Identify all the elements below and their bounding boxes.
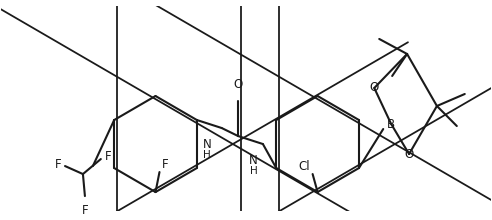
Text: F: F <box>55 158 61 170</box>
Text: F: F <box>105 150 111 163</box>
Text: O: O <box>369 81 379 95</box>
Text: H: H <box>249 166 257 176</box>
Text: F: F <box>82 204 88 217</box>
Text: O: O <box>404 148 414 161</box>
Text: O: O <box>233 78 243 91</box>
Text: H: H <box>203 150 211 160</box>
Text: Cl: Cl <box>298 160 309 172</box>
Text: N: N <box>249 154 258 167</box>
Text: N: N <box>203 138 212 151</box>
Text: B: B <box>387 117 395 130</box>
Text: F: F <box>161 158 168 170</box>
